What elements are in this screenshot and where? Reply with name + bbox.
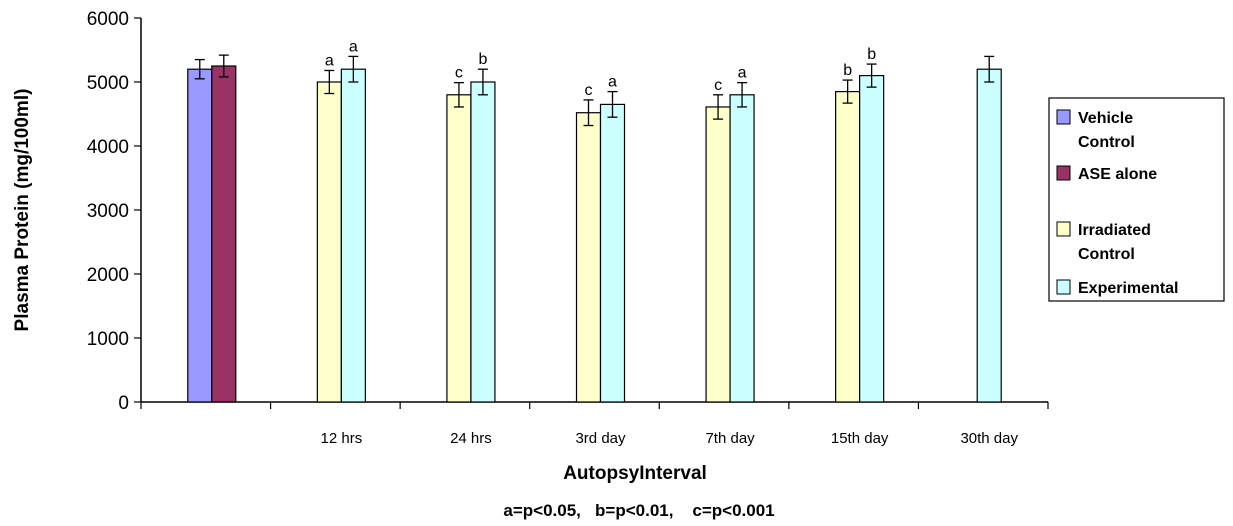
y-tick-label: 4000 xyxy=(87,137,129,158)
legend-label: Experimental xyxy=(1078,280,1178,297)
significance-footnote: a=p<0.05, b=p<0.01, c=p<0.001 xyxy=(503,501,774,520)
y-tick-label: 5000 xyxy=(87,73,129,94)
legend-label: Control xyxy=(1078,134,1135,151)
significance-letter: b xyxy=(867,46,876,63)
significance-letter: b xyxy=(843,62,852,79)
bar xyxy=(859,74,885,403)
x-tick-label: 7th day xyxy=(705,430,755,447)
bars xyxy=(187,65,1002,403)
y-axis-title: Plasma Protein (mg/100ml) xyxy=(12,89,33,332)
bar xyxy=(211,65,237,403)
x-tick-label: 24 hrs xyxy=(450,430,492,447)
y-tick-label: 2000 xyxy=(87,265,129,286)
y-tick-label: 6000 xyxy=(87,9,129,30)
legend-label: Vehicle xyxy=(1078,110,1133,127)
y-tick-label: 1000 xyxy=(87,329,129,350)
significance-letter: c xyxy=(714,77,722,94)
y-axis: 0 1000 2000 3000 4000 5000 6000 xyxy=(87,9,142,414)
legend: Vehicle Control ASE alone Irradiated Control… xyxy=(1048,97,1225,302)
bar xyxy=(316,81,342,403)
bar xyxy=(835,90,861,403)
legend-swatch xyxy=(1056,109,1071,125)
significance-letter: a xyxy=(349,38,358,55)
bar xyxy=(729,94,755,403)
x-tick-label: 15th day xyxy=(831,430,889,447)
legend-swatch xyxy=(1056,165,1071,181)
y-tick-label: 3000 xyxy=(87,201,129,222)
x-tick-label: 30th day xyxy=(960,430,1018,447)
legend-label: Irradiated xyxy=(1078,222,1151,239)
bar xyxy=(705,106,731,403)
x-axis-title: AutopsyInterval xyxy=(563,463,707,484)
bar xyxy=(575,112,602,403)
y-tick-label: 0 xyxy=(118,393,129,414)
bar xyxy=(976,68,1002,403)
significance-letter: c xyxy=(585,82,593,99)
significance-letter: a xyxy=(608,74,617,91)
bar xyxy=(470,81,496,403)
significance-letter: b xyxy=(478,51,487,68)
x-tick-label: 12 hrs xyxy=(321,430,363,447)
bar xyxy=(340,68,366,403)
legend-swatch xyxy=(1056,221,1071,237)
x-tick-label: 3rd day xyxy=(575,430,626,447)
x-axis: 12 hrs 24 hrs 3rd day 7th day 15th day 30th d… xyxy=(140,401,1049,447)
legend-label: ASE alone xyxy=(1078,166,1157,183)
legend-swatch xyxy=(1056,279,1071,295)
legend-label: Control xyxy=(1078,246,1135,263)
error-bars xyxy=(194,54,995,127)
significance-letter: a xyxy=(325,52,334,69)
bar xyxy=(599,103,626,403)
bar xyxy=(187,68,213,403)
bar xyxy=(446,94,472,403)
significance-letter: c xyxy=(455,65,463,82)
significance-letter: a xyxy=(738,65,747,82)
